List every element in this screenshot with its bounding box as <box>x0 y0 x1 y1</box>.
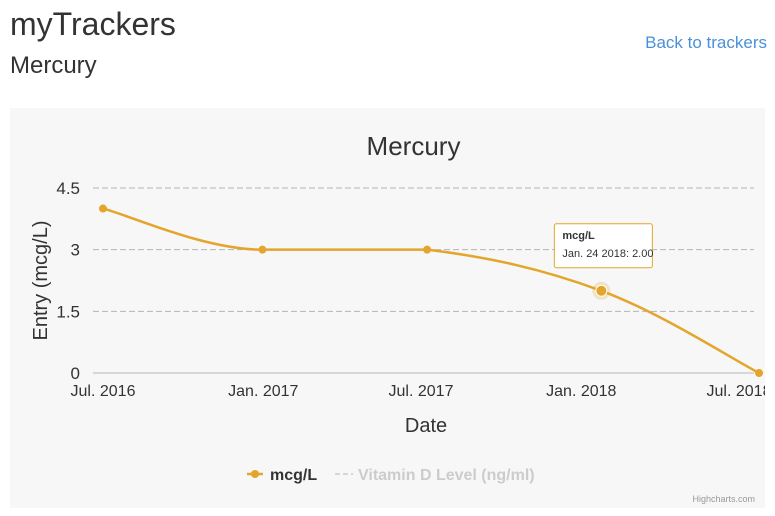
y-axis-label: Entry (mcg/L) <box>30 220 52 340</box>
x-tick-label: Jul. 2018 <box>707 383 765 400</box>
chart-credits[interactable]: Highcharts.com <box>692 494 755 504</box>
x-tick-label: Jan. 2017 <box>228 383 298 400</box>
x-tick-label: Jul. 2017 <box>389 383 454 400</box>
chart-title: Mercury <box>367 131 461 161</box>
x-tick-label: Jul. 2016 <box>71 383 136 400</box>
data-point <box>99 204 107 213</box>
line-chart: Mercury 0 1.5 3 4.5 Jul. 2016 Jan. 2017 Jul. 20… <box>30 131 765 484</box>
tooltip-box <box>553 223 653 269</box>
x-axis-label: Date <box>405 415 447 437</box>
legend-item-vitamin-d[interactable]: Vitamin D Level (ng/ml) <box>358 467 535 484</box>
y-tick-label: 1.5 <box>56 302 80 321</box>
y-tick-label: 0 <box>71 364 80 383</box>
series-line-mcg-l <box>102 207 760 375</box>
data-point <box>258 245 267 254</box>
app-title: myTrackers <box>10 6 176 42</box>
y-tick-label: 3 <box>71 241 80 260</box>
legend-symbol-marker <box>251 470 259 478</box>
tooltip-value: Jan. 24 2018: 2.00 <box>562 248 653 260</box>
data-point <box>423 245 432 254</box>
data-point <box>755 369 764 377</box>
back-to-trackers-link[interactable]: Back to trackers <box>645 33 767 52</box>
tooltip-series-name: mcg/L <box>562 230 595 242</box>
data-point <box>595 284 608 297</box>
page-subtitle: Mercury <box>10 52 97 79</box>
chart-panel: Mercury 0 1.5 3 4.5 Jul. 2016 Jan. 2017 Jul. 20… <box>10 108 765 508</box>
legend-item-mcg-l[interactable]: mcg/L <box>270 467 317 484</box>
y-tick-label: 4.5 <box>56 179 80 198</box>
x-tick-label: Jan. 2018 <box>546 383 616 400</box>
